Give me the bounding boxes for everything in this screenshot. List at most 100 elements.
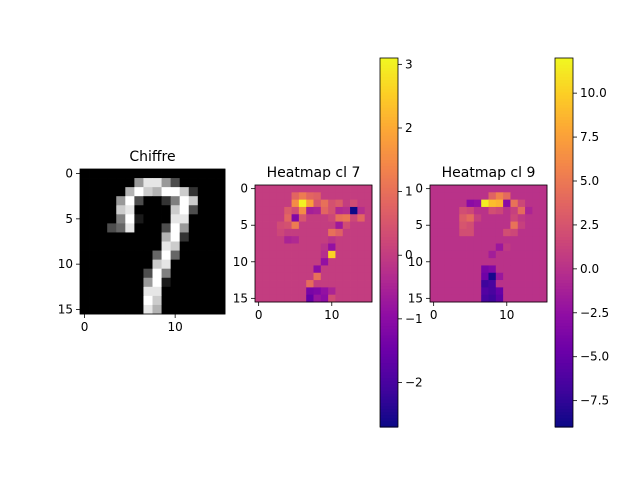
heatmap-cell (197, 178, 208, 188)
heatmap-cell (350, 272, 358, 281)
colorbar-segment (380, 396, 398, 400)
heatmap-cell (291, 236, 300, 244)
heatmap-cell (437, 236, 446, 244)
heatmap-cell (306, 250, 314, 259)
heatmap-cell (276, 265, 285, 274)
colorbar-segment (380, 368, 398, 373)
heatmap-cell (342, 280, 351, 288)
heatmap-cell (335, 272, 344, 281)
colorbar-segment (380, 260, 398, 265)
heatmap-cell (466, 236, 475, 244)
heatmap-cell (89, 241, 99, 251)
heatmap-cell (444, 272, 453, 281)
heatmap-cell (459, 236, 467, 244)
heatmap-cell (357, 236, 366, 244)
heatmap-cell (152, 259, 162, 270)
colorbar-segment (555, 408, 573, 413)
colorbar-segment (380, 254, 398, 259)
heatmap-cell (313, 250, 322, 259)
colorbar-segment (555, 270, 573, 274)
panel-title: Chiffre (129, 149, 175, 165)
heatmap-cell (459, 192, 467, 201)
colorbar-segment (555, 267, 573, 271)
heatmap-cell (488, 280, 497, 288)
heatmap-cell (525, 199, 533, 208)
heatmap-cell (298, 294, 307, 303)
heatmap-cell (179, 286, 190, 297)
colorbar-segment (555, 85, 573, 90)
heatmap-cell (276, 250, 285, 259)
heatmap-cell (179, 250, 190, 261)
heatmap-cell (206, 277, 217, 288)
heatmap-cell (451, 185, 460, 193)
colorbar-segment (555, 297, 573, 302)
heatmap-cell (152, 286, 162, 297)
heatmap-cell (134, 286, 144, 297)
heatmap-cell (488, 185, 497, 193)
heatmap-cell (89, 169, 99, 179)
heatmap-cell (215, 187, 226, 197)
heatmap-cell (466, 206, 475, 215)
heatmap-cell (269, 185, 278, 193)
heatmap-cell (342, 265, 351, 274)
panel-title: Heatmap cl 9 (442, 165, 536, 181)
heatmap-cell (107, 277, 117, 288)
heatmap-cell (276, 272, 285, 281)
colorbar-segment (555, 294, 573, 299)
heatmap-cell (451, 236, 460, 244)
heatmap-cell (188, 214, 199, 224)
heatmap-cell (116, 241, 126, 251)
heatmap-cell (170, 187, 181, 197)
colorbar-segment (555, 347, 573, 351)
colorbar-segment (380, 362, 398, 367)
colorbar-segment (555, 61, 573, 65)
heatmap-panel-0: Chiffre 0 10 0 5 10 15 (58, 149, 226, 334)
heatmap-cell (161, 196, 172, 206)
colorbar-segment (380, 294, 398, 299)
heatmap-cell (335, 199, 344, 208)
heatmap-cell (262, 250, 271, 259)
heatmap-cell (342, 228, 351, 237)
heatmap-cell (125, 241, 135, 251)
heatmap-cell (179, 214, 190, 224)
heatmap-cell (161, 169, 172, 179)
colorbar-segment (555, 79, 573, 84)
heatmap-cell (89, 187, 99, 197)
colorbar-segment (555, 165, 573, 170)
colorbar-segment (380, 131, 398, 136)
heatmap-cell (495, 236, 504, 244)
heatmap-cell (488, 287, 497, 296)
colorbar-segment (555, 113, 573, 118)
heatmap-cell (510, 280, 519, 288)
heatmap-cell (481, 192, 489, 201)
colorbar-segment (380, 414, 398, 419)
heatmap-cell (197, 169, 208, 179)
heatmap-cell (276, 243, 285, 252)
heatmap-cell (188, 205, 199, 215)
heatmap-cell (350, 214, 358, 222)
heatmap-cell (466, 265, 475, 274)
heatmap-cell (255, 265, 263, 274)
colorbar-segment (555, 291, 573, 296)
colorbar-segment (380, 328, 398, 333)
heatmap-cell (143, 223, 153, 233)
colorbar-segment (555, 304, 573, 308)
heatmap-cell (284, 265, 292, 274)
heatmap-cell (320, 192, 329, 201)
heatmap-cell (466, 185, 475, 193)
heatmap-cell (451, 214, 460, 222)
heatmap-cell (466, 250, 475, 259)
heatmap-cell (179, 277, 190, 288)
heatmap-cell (98, 259, 108, 270)
heatmap-cell (510, 199, 519, 208)
colorbar-segment (380, 70, 398, 74)
colorbar-segment (380, 125, 398, 130)
heatmap-cell (320, 214, 329, 222)
heatmap-cell (276, 280, 285, 288)
heatmap-cell (107, 268, 117, 279)
heatmap-cell (276, 258, 285, 266)
heatmap-cell (328, 272, 336, 281)
heatmap-cell (335, 287, 344, 296)
heatmap-cell (89, 295, 99, 306)
colorbar-segment (555, 97, 573, 102)
